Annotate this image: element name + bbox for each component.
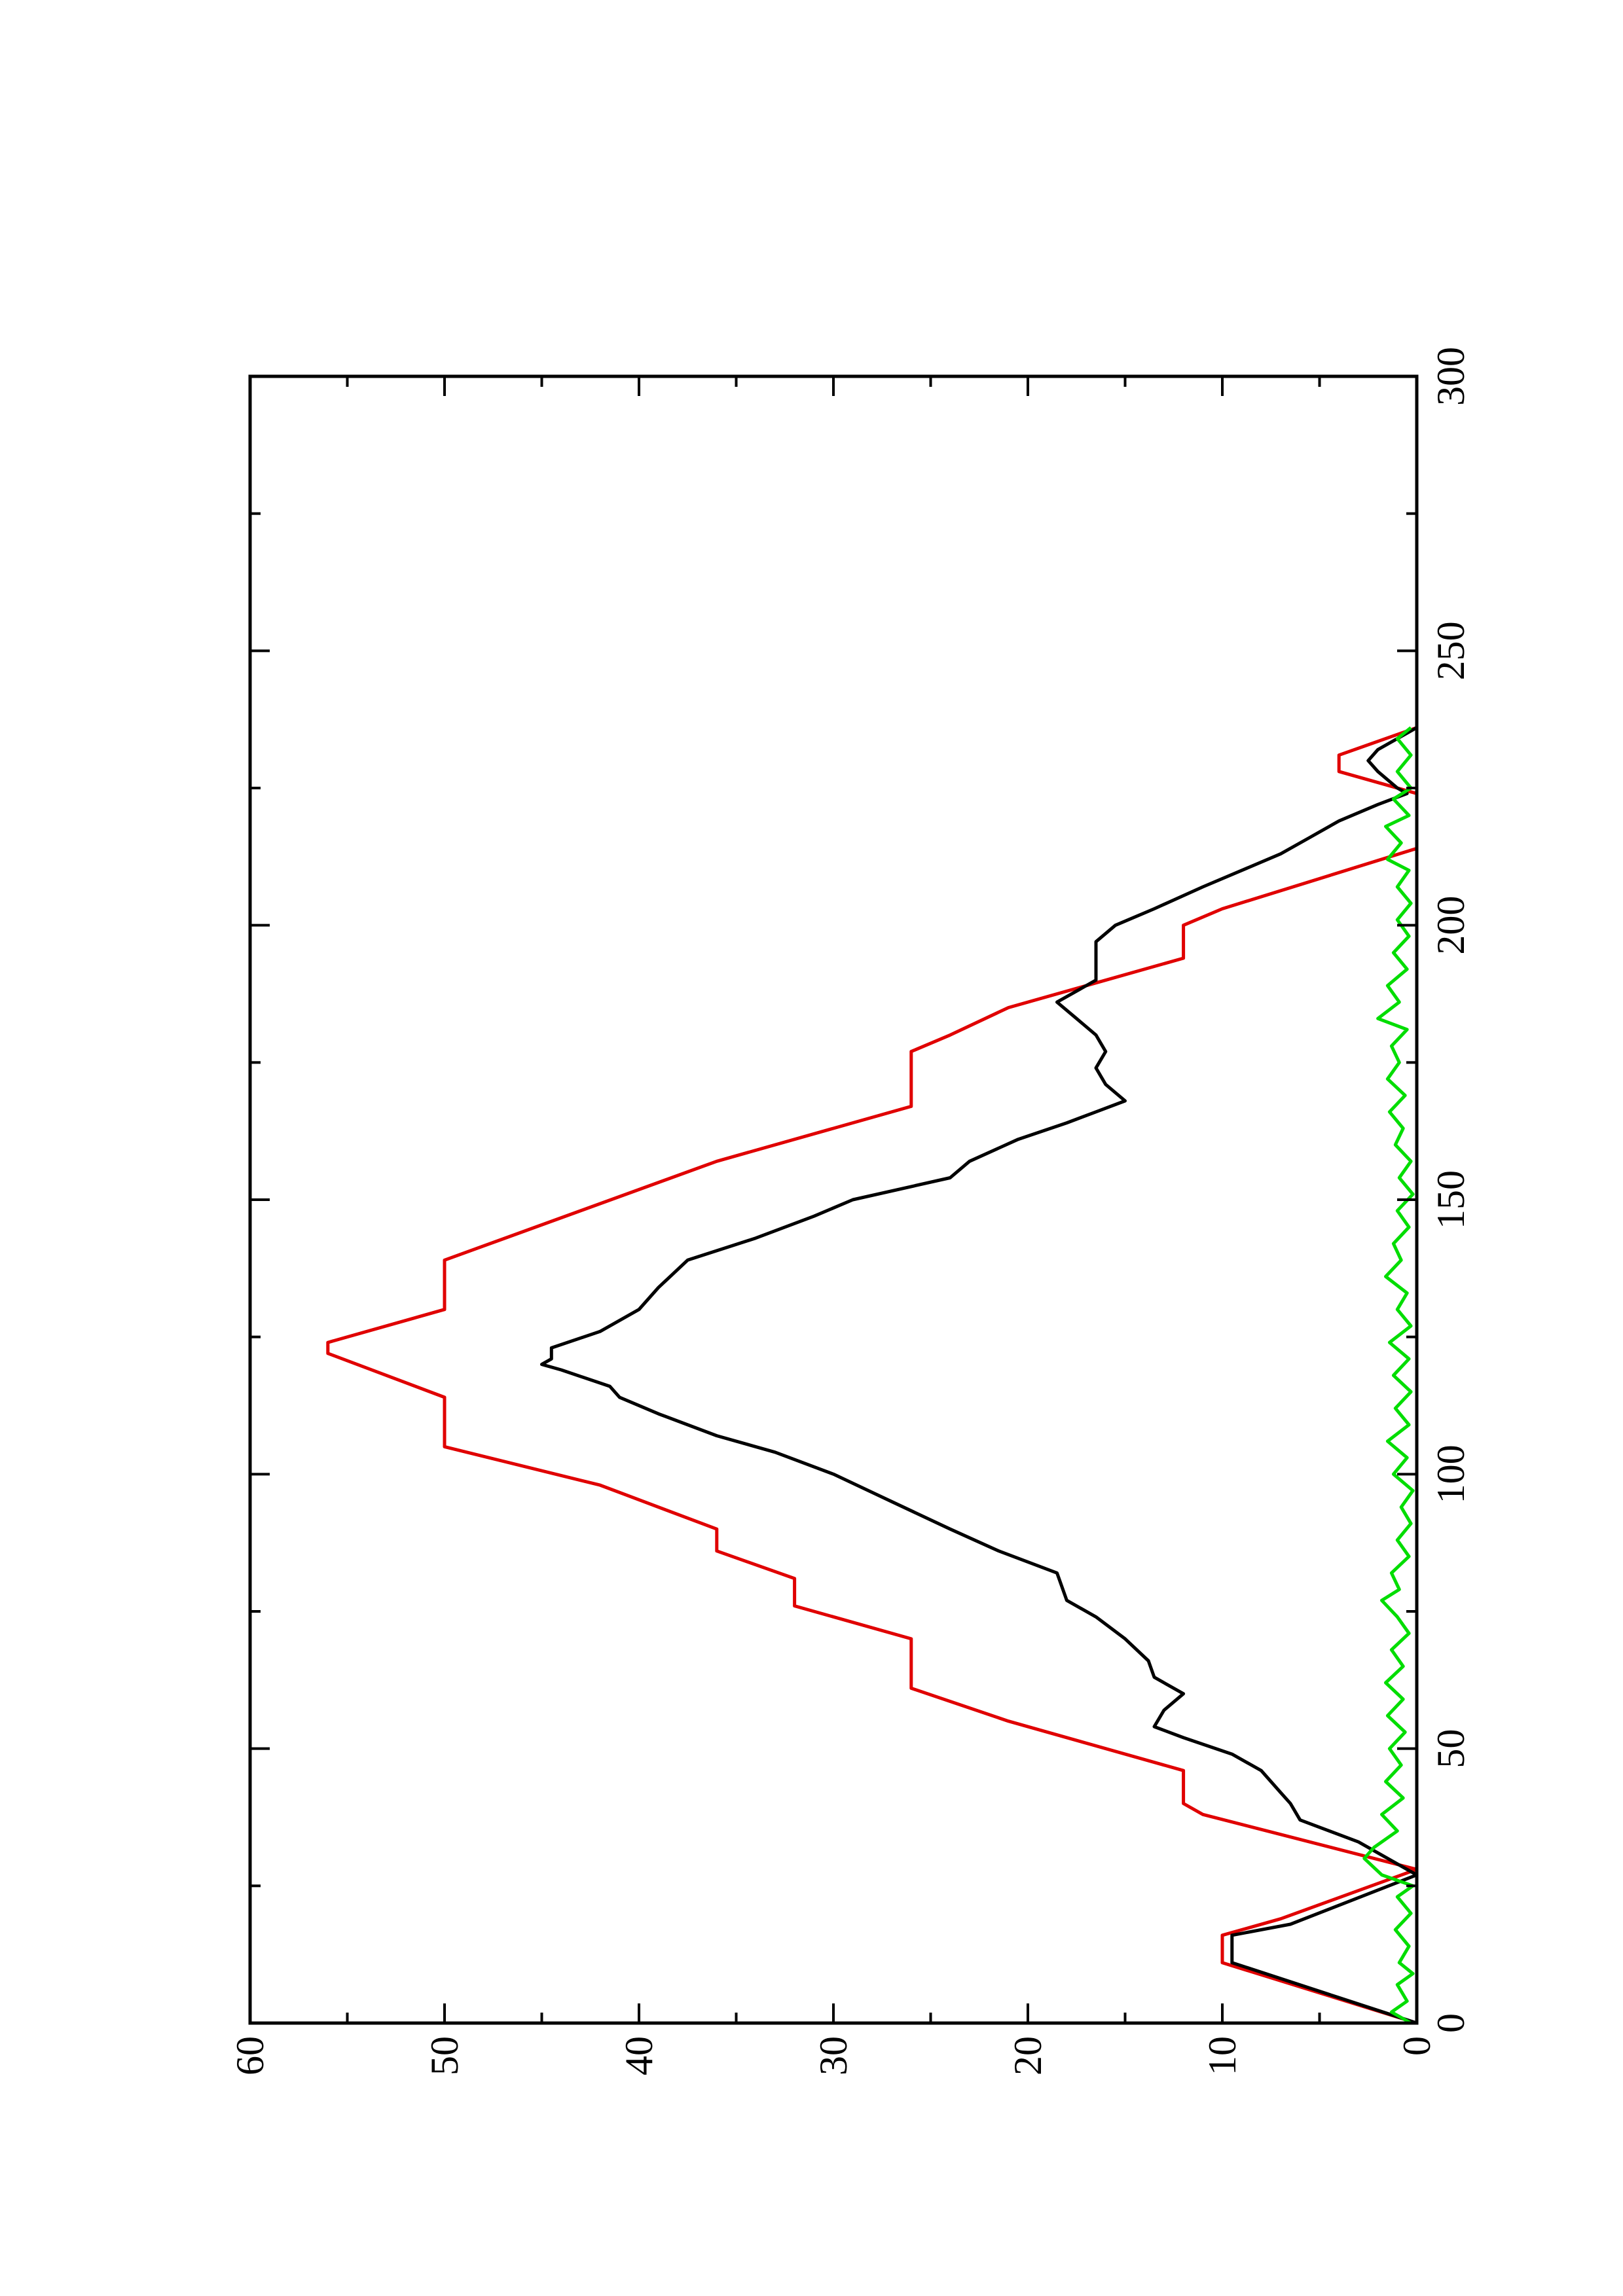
- series-line-3: [1362, 726, 1415, 2025]
- y-tick-label: 50: [423, 2036, 466, 2075]
- series-line-1: [326, 726, 1419, 2025]
- y-tick-label: 20: [1006, 2036, 1049, 2075]
- series-line-2: [540, 726, 1419, 2025]
- x-tick-label: 0: [1429, 2013, 1472, 2033]
- y-tick-label: 40: [617, 2036, 661, 2075]
- x-tick-label: 200: [1429, 896, 1472, 955]
- x-tick-label: 250: [1429, 621, 1472, 680]
- series-layer: [326, 726, 1419, 2025]
- tick-marks: [249, 375, 1418, 2024]
- x-tick-label: 50: [1429, 1729, 1472, 1768]
- y-tick-label: 60: [228, 2036, 272, 2075]
- x-tick-label: 100: [1429, 1444, 1472, 1503]
- x-tick-label: 300: [1429, 347, 1472, 406]
- y-tick-label: 10: [1201, 2036, 1244, 2075]
- tick-labels: 0 50 100 150 200 250 300 0 10 20 30 40 50 60: [228, 347, 1472, 2075]
- y-tick-label: 0: [1395, 2036, 1438, 2056]
- x-tick-label: 150: [1429, 1170, 1472, 1229]
- y-tick-label: 30: [812, 2036, 855, 2075]
- plot-frame: [248, 374, 1419, 2025]
